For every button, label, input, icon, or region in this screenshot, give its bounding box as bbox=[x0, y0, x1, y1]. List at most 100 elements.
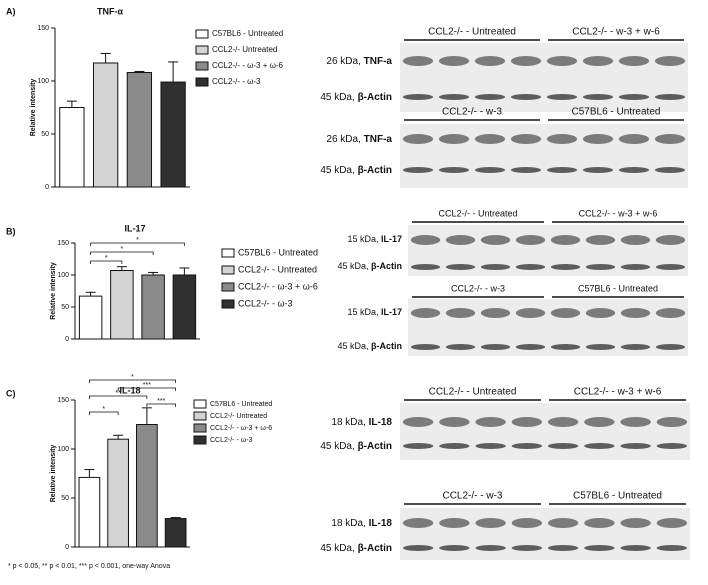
blot-band bbox=[582, 134, 614, 144]
blot-band bbox=[620, 417, 651, 427]
blot-band bbox=[655, 308, 686, 318]
band-size: 45 kDa, bbox=[320, 441, 354, 452]
blot-band bbox=[546, 134, 578, 144]
blot-group-label: C57BL6 - Untreated bbox=[578, 283, 658, 293]
blot-band bbox=[547, 545, 579, 551]
blot-band bbox=[656, 443, 688, 449]
blot-band bbox=[438, 167, 470, 173]
blot-band bbox=[582, 167, 614, 173]
blot-band bbox=[475, 518, 506, 528]
blot-image bbox=[400, 43, 688, 112]
blot-band bbox=[582, 94, 614, 100]
significance-label: * bbox=[102, 406, 105, 413]
blot-group-label: C57BL6 - Untreated bbox=[573, 491, 662, 502]
legend-label: CCL2-/- Untreated bbox=[212, 45, 277, 54]
band-protein: IL-18 bbox=[369, 518, 393, 529]
band-size: 45 kDa, bbox=[320, 92, 354, 103]
legend-swatch bbox=[193, 411, 207, 421]
blot-band bbox=[410, 308, 441, 318]
blot-band bbox=[402, 417, 434, 427]
blot-band bbox=[546, 94, 578, 100]
significance-label: ** bbox=[115, 390, 121, 397]
blot-image bbox=[400, 403, 690, 460]
blot-group-label: CCL2-/- - Untreated bbox=[429, 387, 517, 398]
blot-band bbox=[620, 264, 651, 270]
bar bbox=[59, 107, 85, 188]
blot-band bbox=[410, 235, 441, 245]
blot-band bbox=[511, 443, 543, 449]
y-tick-label: 0 bbox=[45, 184, 49, 191]
blot-group-label: C57BL6 - Untreated bbox=[572, 107, 661, 118]
legend-label: CCL2-/- - ω-3 bbox=[212, 77, 261, 86]
blot-band-label: 45 kDa, β-Actin bbox=[320, 92, 392, 103]
legend-swatch bbox=[195, 29, 209, 39]
significance-label: * bbox=[136, 237, 139, 244]
band-size: 45 kDa, bbox=[320, 543, 354, 554]
significance-bracket bbox=[117, 387, 177, 391]
y-axis-label: Relative intensity bbox=[50, 262, 57, 320]
bar bbox=[126, 72, 153, 188]
blot-band bbox=[515, 235, 546, 245]
blot-band bbox=[584, 518, 615, 528]
blot-band bbox=[511, 417, 543, 427]
blot-band bbox=[515, 344, 546, 350]
blot-band bbox=[439, 443, 470, 449]
blot-band bbox=[547, 443, 579, 449]
band-protein: IL-17 bbox=[381, 234, 402, 244]
blot-band bbox=[511, 518, 543, 528]
blot-band-label: 18 kDa, IL-18 bbox=[331, 417, 392, 428]
blot-band bbox=[510, 94, 542, 100]
blot-band bbox=[618, 56, 650, 66]
blot-band bbox=[510, 56, 542, 66]
blot-band bbox=[402, 167, 434, 173]
legend-swatch bbox=[195, 45, 209, 55]
blot-band-label: 45 kDa, β-Actin bbox=[320, 165, 392, 176]
blot-band bbox=[438, 134, 470, 144]
blot-band-label: 45 kDa, β-Actin bbox=[320, 441, 392, 452]
blot-band bbox=[656, 545, 688, 551]
blot-band bbox=[410, 264, 441, 270]
blot-band bbox=[439, 545, 470, 551]
blot-band bbox=[655, 235, 686, 245]
band-protein: TNF-a bbox=[364, 56, 393, 67]
band-protein: β-Actin bbox=[371, 341, 402, 351]
blot-band bbox=[618, 167, 650, 173]
band-protein: β-Actin bbox=[358, 441, 392, 452]
legend-swatch bbox=[193, 423, 207, 433]
legend-label: CCL2-/- - ω-3 bbox=[210, 437, 253, 444]
blot-band bbox=[402, 56, 434, 66]
band-size: 15 kDa, bbox=[347, 234, 378, 244]
band-protein: β-Actin bbox=[358, 543, 392, 554]
blot-band bbox=[474, 94, 506, 100]
blot-band bbox=[620, 344, 651, 350]
y-axis-label: Relative intensity bbox=[50, 445, 57, 503]
bar bbox=[160, 81, 186, 188]
y-tick-label: 50 bbox=[61, 495, 69, 502]
blot-band bbox=[511, 545, 543, 551]
chart-title: TNF-α bbox=[97, 6, 123, 16]
panel-label: A) bbox=[6, 6, 16, 16]
significance-label: * bbox=[105, 255, 108, 262]
blot-group-label: CCL2-/- - w-3 + w-6 bbox=[574, 387, 662, 398]
blot-band bbox=[546, 56, 578, 66]
legend-label: CCL2-/- - ω-3 + ω-6 bbox=[210, 425, 272, 432]
blot-band-label: 45 kDa, β-Actin bbox=[337, 341, 402, 351]
bar bbox=[172, 274, 197, 340]
blot-band bbox=[480, 308, 511, 318]
blot-band bbox=[620, 518, 651, 528]
blot-band bbox=[410, 344, 441, 350]
blot-band bbox=[584, 545, 615, 551]
y-tick-label: 50 bbox=[41, 131, 49, 138]
blot-band bbox=[550, 344, 581, 350]
bar bbox=[110, 270, 134, 340]
bar bbox=[164, 518, 187, 548]
blot-band bbox=[585, 264, 616, 270]
blot-band bbox=[620, 308, 651, 318]
legend-swatch bbox=[193, 435, 207, 445]
significance-label: * bbox=[121, 246, 124, 253]
panel-label: B) bbox=[6, 226, 16, 236]
y-tick-label: 100 bbox=[57, 446, 69, 453]
blot-band bbox=[439, 518, 470, 528]
significance-label: *** bbox=[157, 398, 165, 405]
